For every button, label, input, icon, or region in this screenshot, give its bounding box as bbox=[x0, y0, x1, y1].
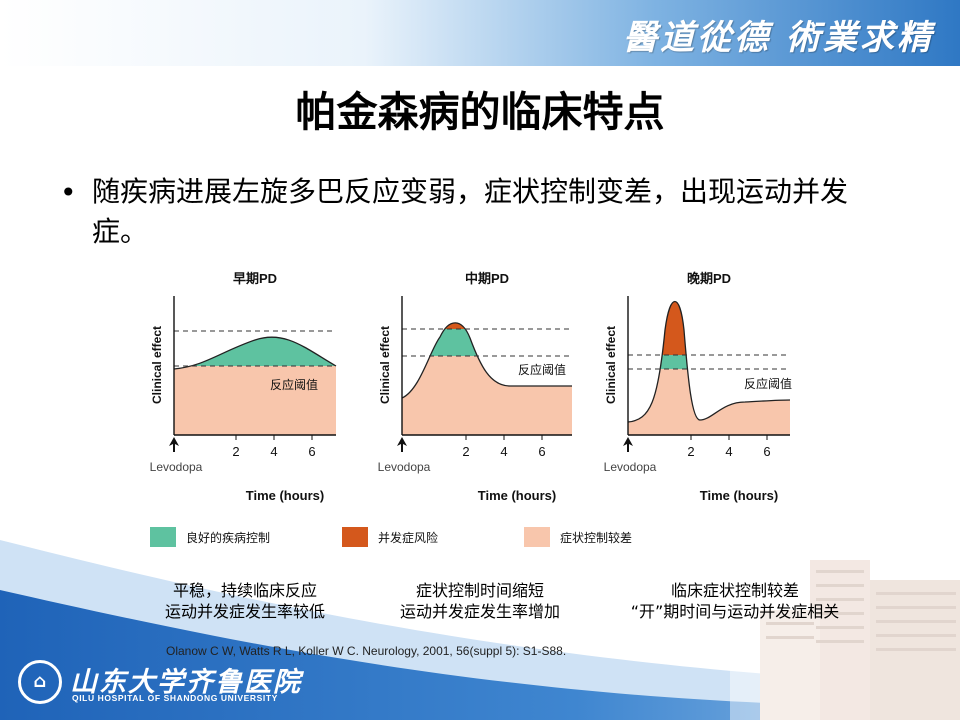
x-axis-label-late: Time (hours) bbox=[700, 488, 779, 503]
area-complication-risk-mid bbox=[402, 322, 572, 329]
x-tick-label-late-2: 6 bbox=[763, 444, 770, 459]
caption-early-line2: 运动并发症发生率较低 bbox=[164, 602, 325, 621]
x-tick-label-mid-2: 6 bbox=[538, 444, 545, 459]
levodopa-label-mid: Levodopa bbox=[378, 460, 431, 474]
levodopa-arrow-icon-late bbox=[623, 437, 633, 452]
y-axis-label-late: Clinical effect bbox=[604, 326, 618, 404]
x-tick-label-mid-1: 4 bbox=[500, 444, 507, 459]
header-motto: 醫道從德 術業求精 bbox=[623, 18, 934, 58]
panel-title-mid: 中期PD bbox=[465, 271, 509, 286]
area-poor-control-mid bbox=[402, 322, 572, 435]
panel-title-late: 晚期PD bbox=[687, 271, 731, 286]
legend-label-0: 良好的疾病控制 bbox=[186, 530, 270, 545]
area-good-control-early bbox=[174, 337, 336, 366]
x-tick-label-late-0: 2 bbox=[687, 444, 694, 459]
levodopa-arrow-icon-early bbox=[169, 437, 179, 452]
legend-swatch-2 bbox=[524, 527, 550, 547]
footer-wave bbox=[0, 540, 960, 720]
caption-mid-line1: 症状控制时间缩短 bbox=[415, 581, 544, 600]
hospital-name-en: QILU HOSPITAL OF SHANDONG UNIVERSITY bbox=[72, 693, 278, 703]
citation: Olanow C W, Watts R L, Koller W C. Neuro… bbox=[166, 644, 567, 658]
header-band bbox=[0, 0, 960, 66]
x-tick-label-early-2: 6 bbox=[308, 444, 315, 459]
legend-label-2: 症状控制较差 bbox=[560, 530, 632, 545]
levodopa-arrow-icon-mid bbox=[397, 437, 407, 452]
panel-title-early: 早期PD bbox=[233, 271, 277, 286]
levodopa-label-late: Levodopa bbox=[604, 460, 657, 474]
bullet-text: 随疾病进展左旋多巴反应变弱，症状控制变差，出现运动并发症。 bbox=[92, 175, 849, 248]
area-good-control-late bbox=[628, 355, 790, 369]
x-tick-label-mid-0: 2 bbox=[462, 444, 469, 459]
legend-swatch-1 bbox=[342, 527, 368, 547]
legend-label-1: 并发症风险 bbox=[378, 530, 438, 545]
threshold-label-late: 反应阈值 bbox=[744, 376, 792, 391]
bullet-icon: • bbox=[60, 176, 77, 209]
area-good-control-mid bbox=[402, 329, 572, 356]
caption-late: 临床症状控制较差 “开”期时间与运动并发症相关 bbox=[600, 580, 870, 622]
caption-late-line2: “开”期时间与运动并发症相关 bbox=[630, 602, 840, 621]
threshold-label-mid: 反应阈值 bbox=[518, 362, 566, 377]
x-axis-label-early: Time (hours) bbox=[246, 488, 325, 503]
caption-late-line1: 临床症状控制较差 bbox=[670, 581, 799, 600]
caption-early: 平稳，持续临床反应 运动并发症发生率较低 bbox=[130, 580, 360, 622]
x-tick-label-early-1: 4 bbox=[270, 444, 277, 459]
threshold-label-early: 反应阈值 bbox=[270, 377, 318, 392]
area-complication-risk-late bbox=[628, 301, 790, 355]
x-axis-label-mid: Time (hours) bbox=[478, 488, 557, 503]
area-poor-control-late bbox=[628, 301, 790, 435]
slide-title: 帕金森病的临床特点 bbox=[295, 88, 665, 136]
response-curve-late bbox=[627, 300, 791, 423]
caption-mid-line2: 运动并发症发生率增加 bbox=[399, 602, 560, 621]
caption-early-line1: 平稳，持续临床反应 bbox=[172, 581, 317, 600]
hospital-building-image bbox=[730, 540, 960, 720]
caption-mid: 症状控制时间缩短 运动并发症发生率增加 bbox=[360, 580, 600, 622]
area-complication-risk-early bbox=[174, 280, 336, 331]
response-curve-mid bbox=[401, 322, 572, 399]
y-axis-label-mid: Clinical effect bbox=[378, 326, 392, 404]
y-axis-label-early: Clinical effect bbox=[150, 326, 164, 404]
response-curve-early bbox=[173, 336, 337, 370]
x-tick-label-late-1: 4 bbox=[725, 444, 732, 459]
x-tick-label-early-0: 2 bbox=[232, 444, 239, 459]
hospital-name-cn: 山东大学齐鲁医院 bbox=[70, 667, 302, 698]
levodopa-label-early: Levodopa bbox=[150, 460, 203, 474]
legend-swatch-0 bbox=[150, 527, 176, 547]
hospital-logo-icon: ⌂ bbox=[18, 660, 62, 704]
